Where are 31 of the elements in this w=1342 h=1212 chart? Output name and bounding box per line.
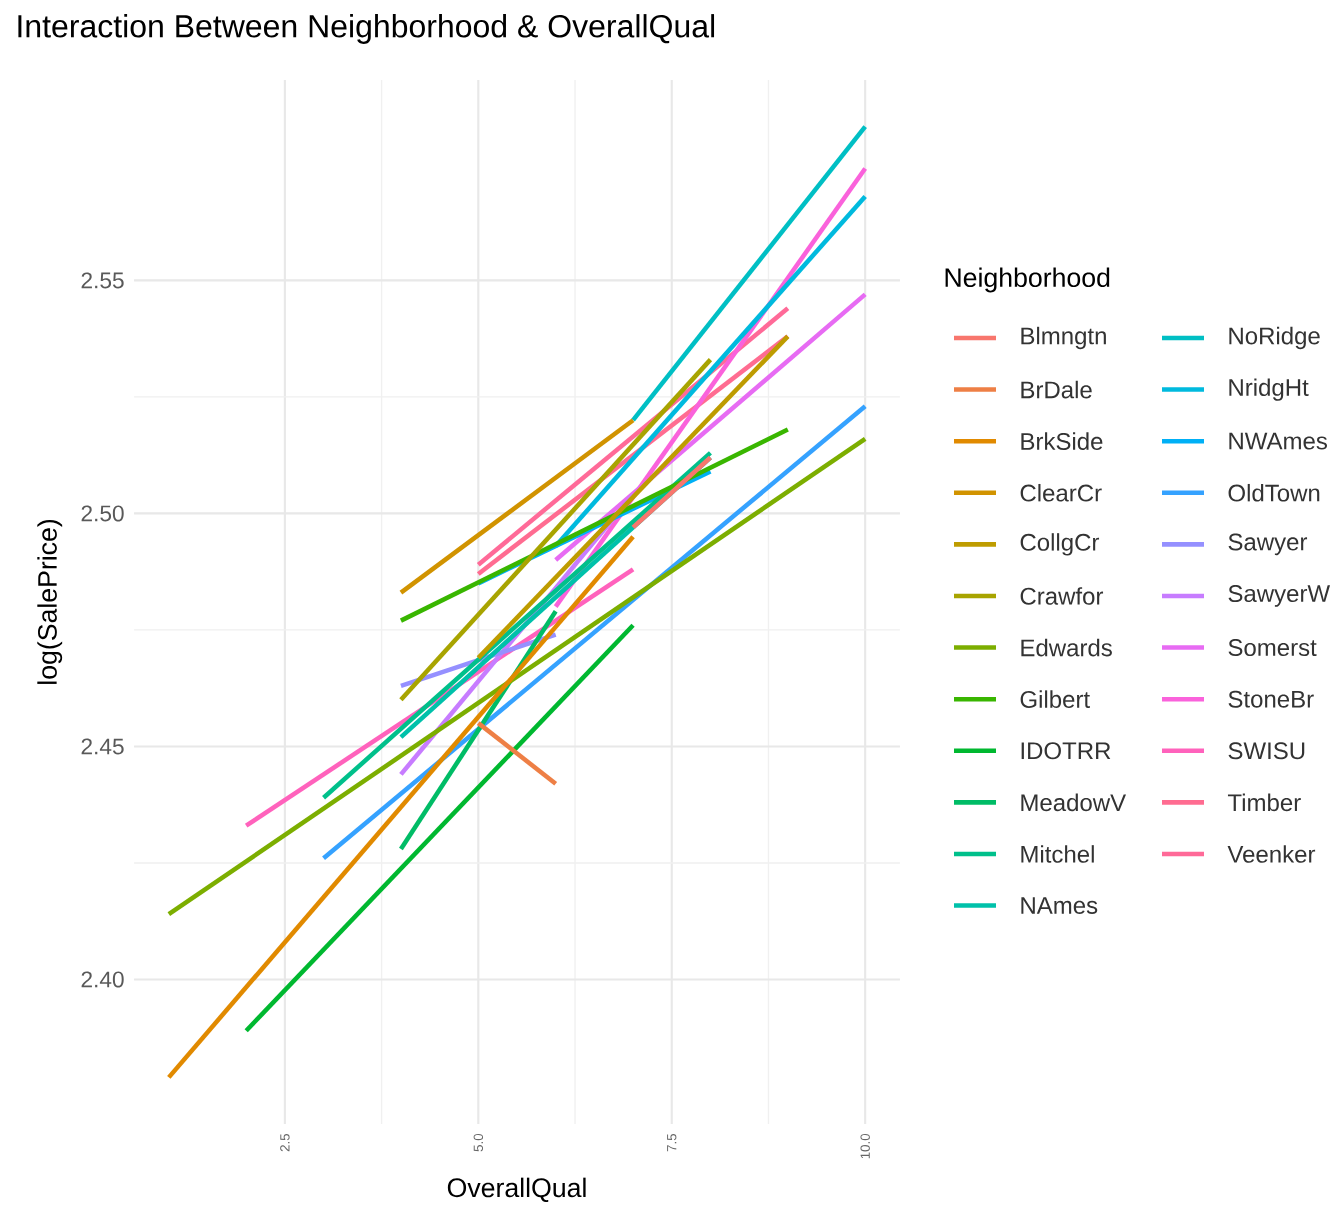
legend-label: CollgCr — [1020, 533, 1100, 556]
legend-label: Blmngtn — [1021, 326, 1106, 350]
y-axis-title: log(SalePrice) — [37, 519, 63, 684]
legend-label: MeadowV — [1021, 793, 1127, 812]
legend-label: Sawyer — [1228, 533, 1308, 556]
legend-label: SWISU — [1228, 742, 1305, 760]
x-axis-title: OverallQual — [447, 1177, 586, 1203]
chart-title: Interaction Between Neighborhood & OverallQual — [18, 14, 715, 44]
legend-label: ClearCr — [1020, 483, 1102, 502]
legend-label: OldTown — [1228, 483, 1320, 502]
legend-label: Crawfor — [1020, 587, 1104, 605]
legend-label: BrDale — [1021, 380, 1092, 399]
legend-label: SawyerW — [1228, 585, 1331, 607]
legend-label: Edwards — [1021, 638, 1112, 657]
y-tick-label: 2.40 — [81, 971, 124, 988]
y-tick-label: 2.55 — [81, 272, 124, 289]
legend-label: Somerst — [1228, 639, 1317, 657]
legend-label: Gilbert — [1020, 690, 1090, 708]
y-tick-label: 2.45 — [81, 738, 124, 755]
legend-label: Veenker — [1227, 845, 1316, 863]
legend-label: IDOTRR — [1021, 742, 1111, 760]
legend-label: NAmes — [1021, 897, 1098, 914]
legend-label: Mitchel — [1021, 845, 1094, 863]
legend-label: NWAmes — [1229, 432, 1327, 450]
legend-label: NridgHt — [1229, 378, 1309, 401]
legend-label: BrkSide — [1021, 432, 1103, 450]
legend-label: Timber — [1227, 793, 1301, 812]
legend-label: StoneBr — [1228, 690, 1314, 708]
legend-title: Neighborhood — [945, 267, 1110, 293]
legend-label: NoRidge — [1229, 326, 1320, 350]
y-tick-label: 2.50 — [81, 505, 124, 522]
